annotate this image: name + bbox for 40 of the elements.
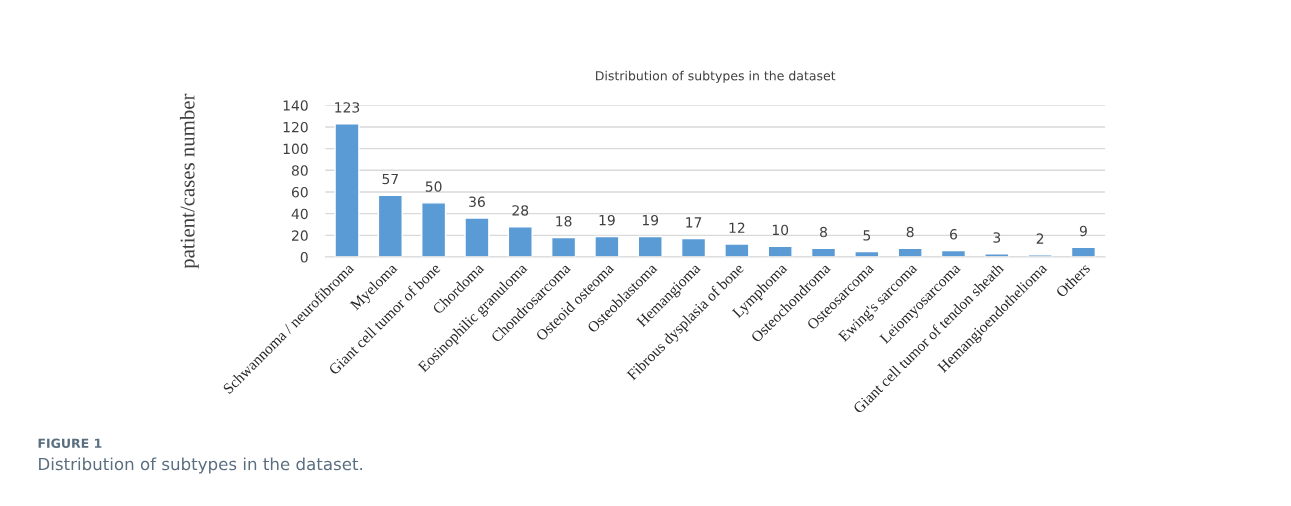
- data-label: 5: [863, 230, 871, 241]
- data-label: 3: [993, 232, 1001, 243]
- y-tick-label: 80: [291, 165, 308, 176]
- data-label: 18: [556, 216, 572, 227]
- data-label: 2: [1036, 233, 1044, 244]
- bar: [680, 237, 707, 258]
- data-label: 10: [772, 224, 789, 236]
- data-label: 6: [950, 229, 958, 240]
- data-label: 19: [642, 214, 659, 226]
- chart-title: Distribution of subtypes in the dataset: [596, 70, 836, 83]
- caption: FIGURE 1: [38, 438, 102, 448]
- data-label: 9: [1079, 225, 1087, 237]
- data-label: 57: [382, 173, 398, 185]
- bar: [724, 243, 750, 258]
- bar: [507, 225, 533, 258]
- y-axis-title: patient/cases number: [179, 93, 199, 269]
- bar: [637, 235, 663, 258]
- data-label: 12: [729, 222, 745, 233]
- bar: [594, 235, 620, 258]
- data-label: 8: [820, 226, 827, 238]
- bar: [464, 217, 490, 258]
- data-label: 50: [425, 181, 442, 192]
- y-tick-label: 40: [291, 208, 308, 220]
- data-label: 8: [906, 226, 914, 238]
- data-label: 19: [599, 214, 615, 226]
- data-label: 17: [686, 217, 702, 228]
- y-tick-label: 0: [300, 252, 308, 263]
- data-label: 36: [469, 196, 485, 207]
- bar: [377, 194, 403, 258]
- y-tick-label: 60: [291, 186, 308, 198]
- bar: [421, 202, 447, 258]
- y-tick-label: 140: [283, 100, 308, 111]
- data-label: 123: [335, 102, 360, 113]
- y-tick-label: 20: [292, 230, 308, 241]
- text: Distribution of subtypes in the dataset.: [39, 457, 363, 474]
- y-tick-label: 120: [283, 121, 308, 133]
- bar: [550, 236, 577, 258]
- y-tick-label: 100: [283, 143, 308, 155]
- bar: [334, 122, 360, 258]
- data-label: 28: [512, 205, 529, 216]
